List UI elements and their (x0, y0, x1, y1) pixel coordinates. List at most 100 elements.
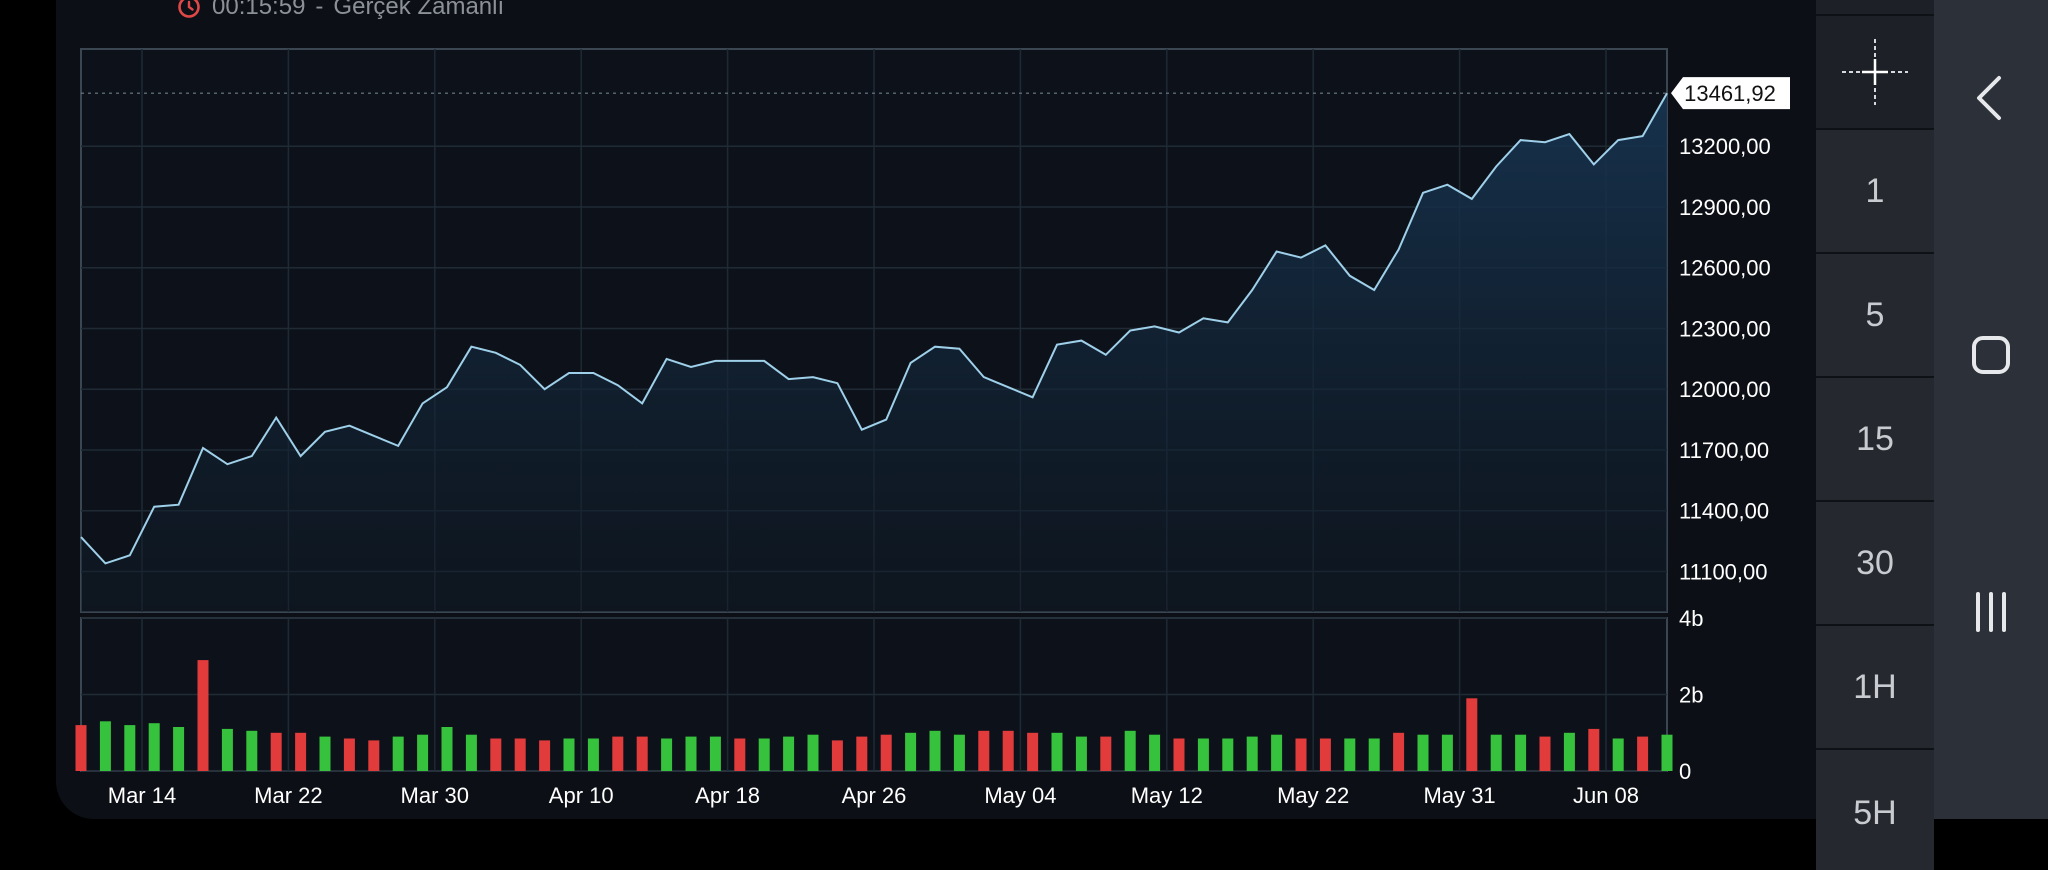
clock-icon (178, 0, 200, 18)
volume-bar (1417, 734, 1429, 771)
volume-bar (783, 736, 795, 771)
volume-bar (221, 728, 233, 771)
volume-bar (1563, 732, 1575, 772)
volume-bar (856, 736, 868, 771)
volume-bar (514, 738, 526, 771)
volume-bar (1197, 738, 1209, 771)
volume-bar (1588, 728, 1600, 771)
timeframe-label: 15 (1856, 419, 1894, 458)
timeframe-1h[interactable]: 1H (1816, 624, 1934, 748)
volume-bar (1368, 738, 1380, 771)
volume-bar (465, 734, 477, 771)
volume-bar (246, 730, 258, 771)
x-tick-label: May 12 (1131, 783, 1203, 808)
timeframe-5[interactable]: 5 (1816, 252, 1934, 376)
volume-bar (1149, 734, 1161, 771)
volume-bar (831, 740, 843, 771)
volume-bar (709, 736, 721, 771)
volume-bar (173, 727, 185, 771)
timeframe-30[interactable]: 30 (1816, 500, 1934, 624)
price-chart[interactable]: 11100,00 11400,00 11700,00 12000,00 12300,00… (0, 0, 1816, 819)
timeframe-1[interactable]: 1 (1816, 128, 1934, 252)
timeframe-label: 1 (1865, 171, 1885, 210)
volume-bar (978, 730, 990, 771)
volume-bar (905, 732, 917, 772)
volume-bar (197, 660, 209, 771)
volume-bar (343, 738, 355, 771)
recents-bars-icon[interactable] (1959, 580, 2023, 644)
volume-bar (1246, 736, 1258, 771)
realtime-clock: 00:15:59 (212, 0, 306, 20)
volume-bar (1344, 738, 1356, 771)
volume-bar (392, 736, 404, 771)
volume-bar (75, 725, 87, 771)
y-tick-label: 12000,00 (1679, 377, 1771, 402)
volume-bar (661, 738, 673, 771)
crosshair-button[interactable] (1816, 14, 1934, 128)
price-line (80, 92, 1668, 565)
volume-bar (1637, 736, 1649, 771)
y-tick-label: 11700,00 (1679, 438, 1769, 463)
y-tick-label: 11100,00 (1679, 559, 1768, 584)
x-tick-label: Mar 14 (108, 783, 176, 808)
volume-bar (563, 738, 575, 771)
volume-bar (1490, 734, 1502, 771)
volume-bar (124, 725, 136, 771)
x-tick-label: Jun 08 (1573, 783, 1639, 808)
volume-bar (1441, 734, 1453, 771)
timeframe-label: 5 (1865, 295, 1885, 334)
volume-bar (807, 734, 819, 771)
system-nav-bar (1934, 0, 2048, 819)
volume-bar (734, 738, 746, 771)
volume-bar (1612, 738, 1624, 771)
volume-bar (880, 734, 892, 771)
volume-bar (953, 734, 965, 771)
volume-tick-label: 0 (1679, 759, 1691, 784)
volume-bar (295, 732, 307, 772)
y-tick-label: 13200,00 (1679, 134, 1771, 159)
volume-bar (1319, 738, 1331, 771)
volume-bar (1051, 732, 1063, 772)
volume-bar (685, 736, 697, 771)
x-tick-label: May 31 (1424, 783, 1496, 808)
timeframe-15[interactable]: 15 (1816, 376, 1934, 500)
x-tick-label: Mar 30 (401, 783, 469, 808)
volume-bar (929, 730, 941, 771)
volume-bar (1002, 730, 1014, 771)
realtime-status: 00:15:59 - Gerçek Zamanlı (176, 0, 504, 22)
volume-bar (1173, 738, 1185, 771)
last-price-tag (1671, 77, 1790, 110)
y-tick-label: 12600,00 (1679, 256, 1771, 281)
x-tick-label: Apr 10 (549, 783, 614, 808)
volume-bar (1515, 734, 1527, 771)
x-tick-label: May 04 (984, 783, 1056, 808)
volume-bar (1027, 732, 1039, 772)
volume-bar (587, 738, 599, 771)
volume-bars (75, 660, 1673, 772)
volume-bar (441, 727, 453, 771)
x-tick-label: Apr 18 (695, 783, 760, 808)
timeframe-sidebar: 1 5 15 30 1H 5H (1816, 0, 1934, 870)
timeframe-label: 5H (1853, 794, 1897, 832)
volume-bar (539, 740, 551, 771)
price-area-fill (81, 93, 1667, 612)
crosshair-icon (1842, 39, 1908, 105)
realtime-label: Gerçek Zamanlı (333, 0, 505, 20)
timeframe-label: 30 (1856, 543, 1894, 582)
volume-bar (417, 734, 429, 771)
volume-bar (1222, 738, 1234, 771)
volume-bar (148, 723, 160, 771)
volume-tick-label: 4b (1679, 606, 1703, 631)
volume-bar (1661, 734, 1673, 771)
y-tick-label: 12300,00 (1679, 316, 1771, 341)
home-square-icon[interactable] (1959, 323, 2023, 387)
volume-bar (1539, 736, 1551, 771)
volume-bar (1295, 738, 1307, 771)
volume-bar (1075, 736, 1087, 771)
y-tick-label: 11400,00 (1679, 499, 1769, 524)
volume-bar (319, 736, 331, 771)
back-chevron-icon[interactable] (1959, 66, 2023, 130)
y-tick-label: 12900,00 (1679, 195, 1771, 220)
timeframe-5h[interactable]: 5H (1816, 748, 1934, 870)
timeframe-label: 1H (1853, 667, 1897, 706)
